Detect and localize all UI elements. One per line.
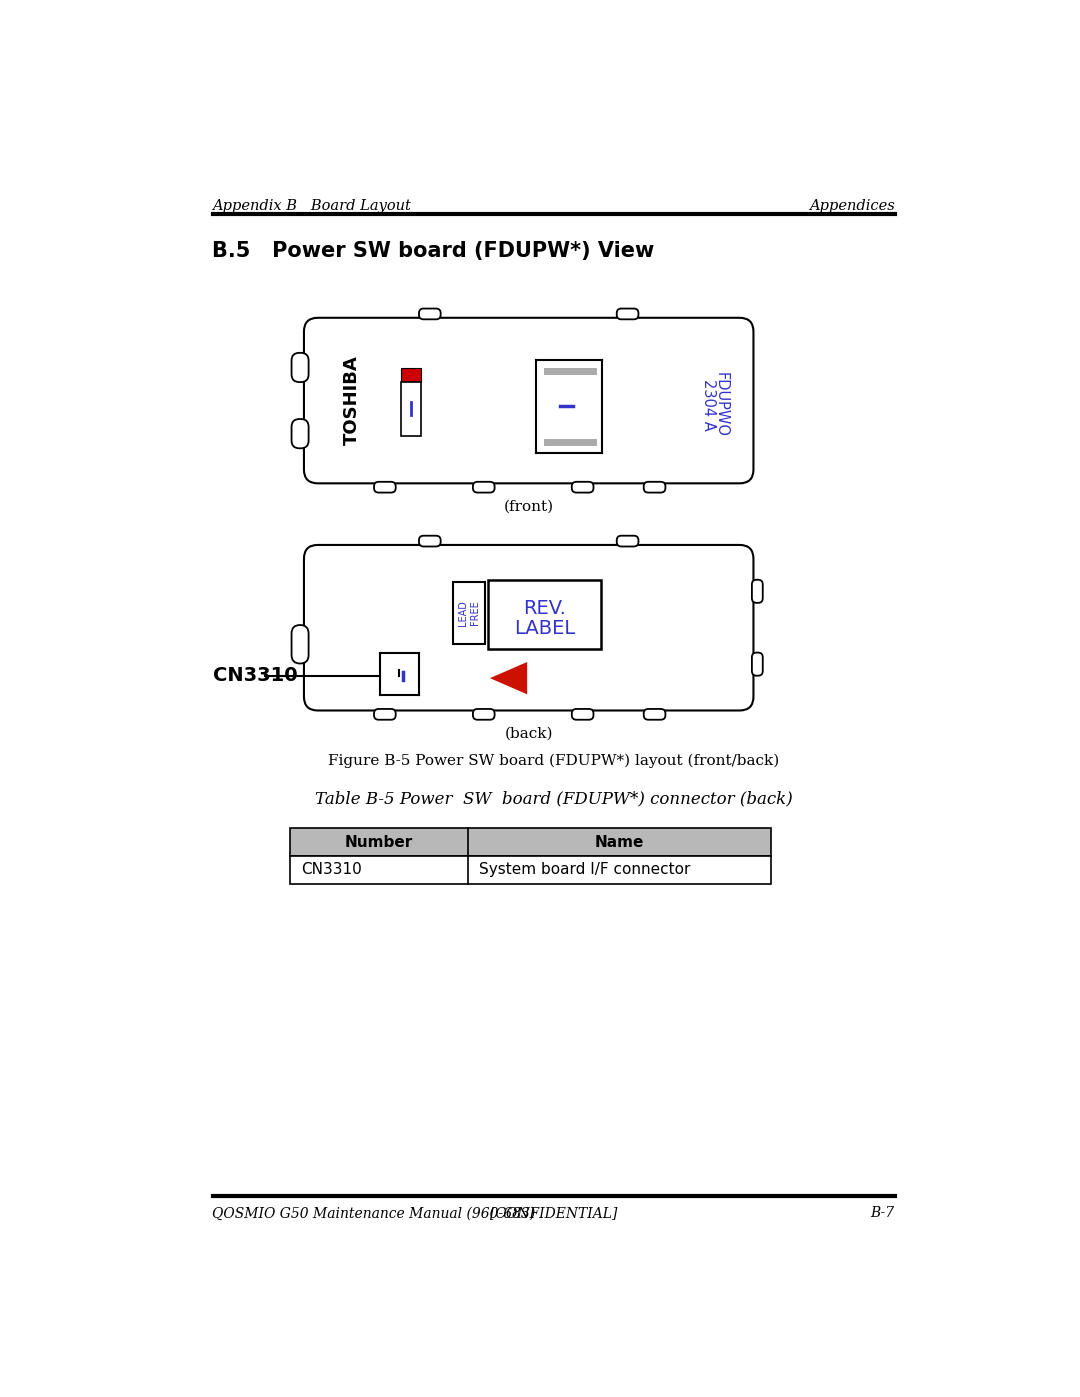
FancyBboxPatch shape <box>473 482 495 493</box>
Polygon shape <box>490 662 527 694</box>
Text: System board I/F connector: System board I/F connector <box>480 862 690 877</box>
Text: LEAD
FREE: LEAD FREE <box>458 599 481 626</box>
FancyBboxPatch shape <box>752 652 762 676</box>
Text: FDUPWO: FDUPWO <box>714 372 728 437</box>
Bar <box>401 381 421 436</box>
Text: 2304 A: 2304 A <box>701 379 716 430</box>
Bar <box>401 367 421 381</box>
Text: Table B-5 Power  SW  board (FDUPW*) connector (back): Table B-5 Power SW board (FDUPW*) connec… <box>314 791 793 807</box>
FancyBboxPatch shape <box>419 535 441 546</box>
Text: TOSHIBA: TOSHIBA <box>343 356 361 446</box>
Bar <box>291 828 770 856</box>
FancyBboxPatch shape <box>617 309 638 320</box>
FancyBboxPatch shape <box>292 419 309 448</box>
Text: Name: Name <box>595 834 644 849</box>
FancyBboxPatch shape <box>292 353 309 383</box>
FancyBboxPatch shape <box>644 482 665 493</box>
Text: [CONFIDENTIAL]: [CONFIDENTIAL] <box>490 1206 617 1221</box>
FancyBboxPatch shape <box>303 317 754 483</box>
Text: CN3310: CN3310 <box>213 666 297 686</box>
FancyBboxPatch shape <box>752 580 762 604</box>
FancyBboxPatch shape <box>419 309 441 320</box>
FancyBboxPatch shape <box>374 482 395 493</box>
FancyBboxPatch shape <box>571 482 594 493</box>
Text: QOSMIO G50 Maintenance Manual (960-683): QOSMIO G50 Maintenance Manual (960-683) <box>213 1206 536 1221</box>
FancyBboxPatch shape <box>303 545 754 711</box>
Text: LABEL: LABEL <box>514 619 576 637</box>
Text: Appendices: Appendices <box>809 200 894 214</box>
Text: B.5   Power SW board (FDUPW*) View: B.5 Power SW board (FDUPW*) View <box>213 240 654 261</box>
Text: REV.: REV. <box>523 598 566 617</box>
Text: Figure B-5 Power SW board (FDUPW*) layout (front/back): Figure B-5 Power SW board (FDUPW*) layou… <box>328 753 779 768</box>
Text: (back): (back) <box>504 726 553 740</box>
FancyBboxPatch shape <box>571 708 594 719</box>
FancyBboxPatch shape <box>617 535 638 546</box>
FancyBboxPatch shape <box>292 624 309 664</box>
FancyBboxPatch shape <box>644 708 665 719</box>
Text: B-7: B-7 <box>870 1206 894 1221</box>
Text: Appendix B   Board Layout: Appendix B Board Layout <box>213 200 411 214</box>
Bar <box>453 583 485 644</box>
Text: CN3310: CN3310 <box>301 862 362 877</box>
Text: (front): (front) <box>503 500 554 514</box>
Text: Number: Number <box>345 834 414 849</box>
FancyBboxPatch shape <box>374 708 395 719</box>
FancyBboxPatch shape <box>473 708 495 719</box>
Bar <box>291 856 770 884</box>
Bar <box>488 580 600 648</box>
